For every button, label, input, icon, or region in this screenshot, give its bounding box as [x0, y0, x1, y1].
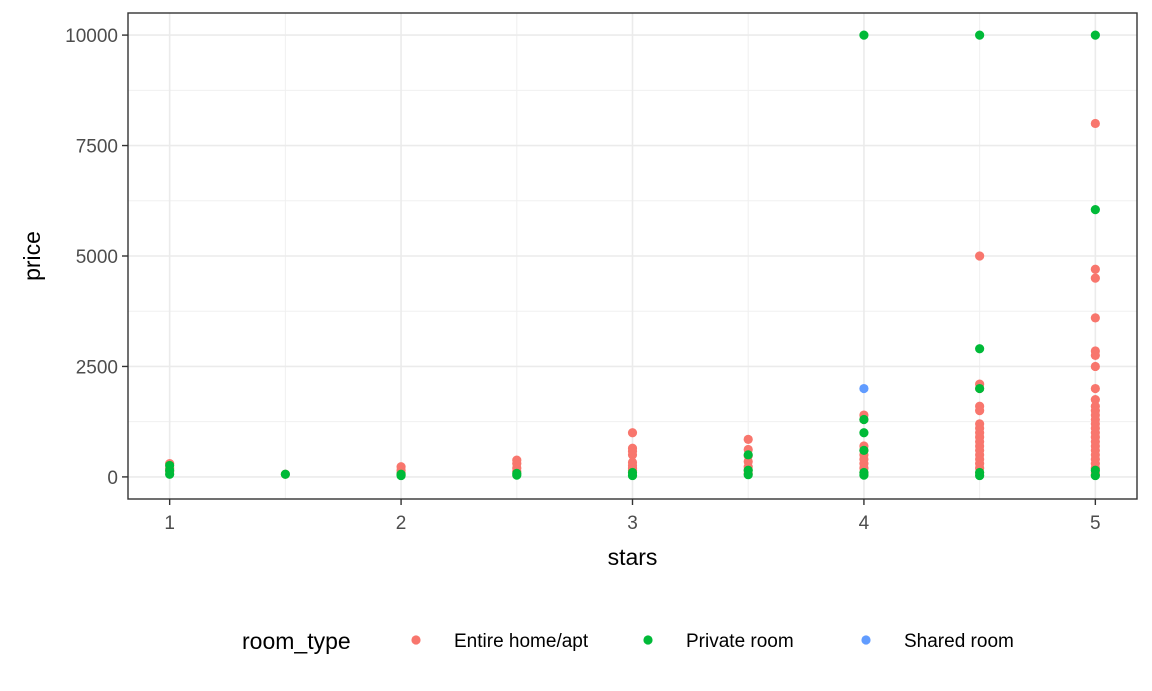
- legend-key: [643, 635, 653, 645]
- data-point: [743, 470, 753, 480]
- legend-item: Private room: [643, 631, 794, 652]
- y-tick-label: 7500: [76, 137, 118, 158]
- data-point: [1090, 264, 1100, 274]
- data-point: [975, 383, 985, 394]
- data-point: [512, 470, 522, 480]
- data-point: [975, 470, 985, 481]
- x-tick-label: 2: [396, 513, 407, 534]
- data-point: [859, 470, 869, 480]
- y-tick-label: 10000: [65, 26, 118, 47]
- x-tick-label: 5: [1090, 513, 1101, 534]
- y-tick-label: 0: [107, 468, 118, 489]
- legend-key: [861, 635, 871, 645]
- x-axis-title: stars: [608, 544, 658, 570]
- data-point: [1090, 118, 1100, 129]
- data-point: [280, 469, 290, 479]
- data-point: [859, 383, 869, 394]
- data-point: [975, 251, 985, 261]
- series-private-room: [165, 30, 1100, 481]
- x-tick-label: 4: [859, 513, 870, 534]
- y-tick-label: 5000: [76, 247, 118, 268]
- legend-item: Shared room: [861, 631, 1014, 652]
- data-point: [627, 428, 638, 438]
- axes: 1 2 3 4 5 0 2500 5000 7500 10000: [65, 26, 1100, 534]
- series-shared-room: [859, 383, 869, 394]
- legend-label: Private room: [686, 631, 794, 652]
- data-point: [165, 469, 175, 479]
- data-point: [1090, 273, 1100, 283]
- data-point: [859, 428, 869, 438]
- legend-label: Shared room: [904, 631, 1014, 652]
- x-tick-label: 1: [164, 513, 175, 534]
- legend-item: Entire home/apt: [411, 631, 589, 652]
- x-tick-label: 3: [627, 513, 638, 534]
- legend-label: Entire home/apt: [454, 631, 589, 652]
- data-point: [1090, 361, 1100, 372]
- data-point: [1090, 394, 1100, 405]
- data-point: [975, 406, 985, 416]
- data-point: [627, 450, 638, 460]
- legend-key: [411, 635, 421, 645]
- data-points: [165, 30, 1100, 481]
- data-point: [1090, 350, 1100, 361]
- data-point: [627, 470, 638, 481]
- data-point: [396, 470, 406, 481]
- data-point: [975, 344, 985, 354]
- data-point: [859, 30, 869, 40]
- grid-lines: [128, 13, 1137, 499]
- data-point: [975, 30, 985, 40]
- data-point: [859, 414, 869, 425]
- legend-title: room_type: [242, 628, 351, 654]
- data-point: [1090, 30, 1100, 40]
- data-point: [859, 445, 869, 455]
- data-point: [743, 450, 753, 460]
- y-axis-title: price: [19, 231, 45, 281]
- data-point: [1090, 313, 1100, 323]
- y-tick-label: 2500: [76, 357, 118, 378]
- data-point: [1090, 205, 1100, 215]
- data-point: [1090, 470, 1100, 481]
- data-point: [1090, 383, 1100, 394]
- data-point: [743, 434, 753, 444]
- legend: room_type Entire home/apt Private room Sha…: [242, 628, 1014, 654]
